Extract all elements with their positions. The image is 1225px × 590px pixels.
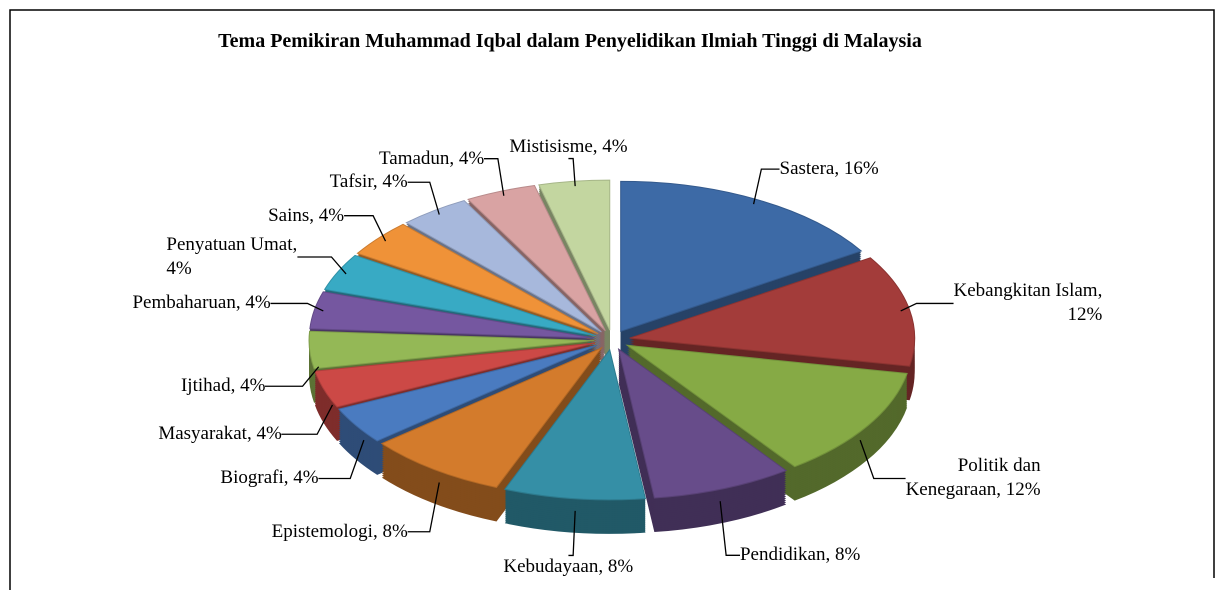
data-label: Biografi, 4%	[220, 467, 319, 489]
data-label: Sains, 4%	[268, 204, 345, 226]
chart-title: Tema Pemikiran Muhammad Iqbal dalam Peny…	[218, 30, 922, 52]
leader-line	[484, 158, 505, 196]
slice	[308, 330, 595, 370]
leader-line	[719, 501, 740, 556]
data-label: Mistisisme, 4%	[509, 135, 628, 157]
slice	[467, 184, 606, 332]
leader-line	[900, 302, 954, 312]
leader-line	[752, 168, 780, 205]
data-label: Politik dan Kenegaraan, 12%	[905, 455, 1041, 501]
slice	[337, 344, 598, 442]
slice	[625, 344, 908, 468]
leader-line	[407, 482, 440, 533]
data-label: Ijtihad, 4%	[180, 375, 266, 397]
leader-line	[297, 256, 347, 275]
leader-line	[264, 366, 320, 387]
leader-line	[318, 439, 365, 480]
data-label: Sastera, 16%	[779, 158, 879, 180]
data-label: Kebudayaan, 8%	[503, 556, 634, 578]
data-label: Kebangkitan Islam, 12%	[953, 280, 1103, 326]
slice	[405, 199, 602, 333]
data-label: Masyarakat, 4%	[158, 423, 282, 445]
data-label: Pendidikan, 8%	[739, 544, 861, 566]
data-label: Tamadun, 4%	[379, 147, 485, 169]
leader-line	[859, 439, 906, 480]
leader-line	[407, 181, 440, 215]
slice	[629, 257, 916, 367]
leader-line	[568, 510, 576, 557]
slice	[323, 254, 596, 337]
leader-line	[270, 302, 324, 312]
data-label: Penyatuan Umat, 4%	[166, 233, 298, 279]
slice	[620, 180, 863, 333]
slice	[617, 348, 788, 499]
data-label: Epistemologi, 8%	[271, 520, 408, 542]
leader-line	[281, 404, 334, 435]
slice	[356, 223, 599, 335]
slice	[309, 291, 595, 339]
slice	[380, 346, 603, 489]
leader-line	[568, 157, 576, 187]
data-label: Pembaharuan, 4%	[132, 292, 271, 314]
slice	[503, 348, 647, 501]
slice	[538, 179, 611, 331]
leader-line	[344, 215, 387, 242]
data-label: Tafsir, 4%	[329, 171, 408, 193]
frame	[9, 9, 1215, 590]
